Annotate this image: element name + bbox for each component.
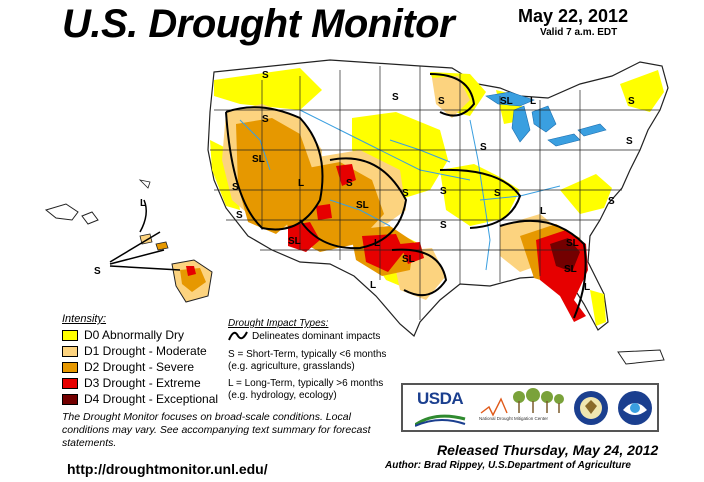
legend-label: D2 Drought - Severe [84, 360, 195, 374]
label-l: L [540, 206, 546, 217]
release-date: Released Thursday, May 24, 2012 [437, 442, 659, 458]
label-s: S [626, 136, 633, 147]
legend-item: D4 Drought - Exceptional [62, 392, 218, 406]
legend-swatch [62, 329, 78, 341]
label-s: S [628, 96, 635, 107]
impact-short-term: S = Short-Term, typically <6 months [228, 349, 387, 360]
label-s: S [346, 178, 353, 189]
legend-swatch [62, 361, 78, 373]
noaa-logo-icon [618, 391, 652, 425]
label-s: S [480, 142, 487, 153]
label-s: S [494, 188, 501, 199]
disclaimer-note: The Drought Monitor focuses on broad-sca… [62, 411, 371, 449]
legend-swatch [62, 393, 78, 405]
label-sl: SL [402, 254, 415, 265]
valid-time: Valid 7 a.m. EDT [540, 27, 618, 38]
label-sl: SL [252, 154, 265, 165]
ndmc-logo-text: National Drought Mitigation Center [479, 416, 549, 421]
great-lakes [485, 91, 607, 147]
label-sl: SL [500, 96, 513, 107]
label-s: S [438, 96, 445, 107]
label-s: S [262, 70, 269, 81]
author-credit: Author: Brad Rippey, U.S.Department of A… [385, 460, 631, 471]
puerto-rico [617, 349, 665, 365]
legend-label: D0 Abnormally Dry [84, 328, 185, 342]
label-sl: SL [566, 238, 579, 249]
label-l: L [298, 178, 304, 189]
label-s: S [262, 114, 269, 125]
label-sl: SL [564, 264, 577, 275]
label-sl: SL [356, 200, 369, 211]
label-s: S [440, 220, 447, 231]
legend-swatch [62, 345, 78, 357]
impact-line-icon [228, 331, 248, 341]
map-date: May 22, 2012 [518, 6, 629, 26]
legend-label: D1 Drought - Moderate [84, 344, 207, 358]
ndmc-logo [480, 388, 564, 417]
label-l: L [370, 280, 376, 291]
impact-types-title: Drought Impact Types: [228, 318, 329, 329]
page-title: U.S. Drought Monitor [62, 2, 455, 46]
legend-item: D1 Drought - Moderate [62, 344, 207, 358]
label-s: S [608, 196, 615, 207]
label-s: S [402, 188, 409, 199]
impact-lines [225, 73, 587, 319]
d4-regions [550, 238, 580, 272]
impact-long-term: L = Long-Term, typically >6 months [228, 378, 384, 389]
label-sl: SL [288, 236, 301, 247]
alaska [44, 179, 151, 225]
legend-item: D0 Abnormally Dry [62, 328, 184, 342]
impact-long-term-example: (e.g. hydrology, ecology) [228, 390, 337, 401]
hawaii [109, 199, 213, 303]
label-s: S [94, 266, 101, 277]
usda-logo-text: USDA [417, 389, 464, 408]
usda-field-icon [415, 414, 466, 427]
impact-short-term-example: (e.g. agriculture, grasslands) [228, 361, 355, 372]
impact-delineates: Delineates dominant impacts [252, 331, 381, 342]
usda-logo: USDA [413, 389, 466, 427]
legend-swatch [62, 377, 78, 389]
state-borders [210, 66, 660, 320]
label-s: S [440, 186, 447, 197]
label-l: L [374, 238, 380, 249]
label-s: S [232, 182, 239, 193]
doc-seal-icon [574, 391, 608, 425]
website-link[interactable]: http://droughtmonitor.unl.edu/ [67, 461, 268, 477]
label-l: L [530, 96, 536, 107]
label-s: S [392, 92, 399, 103]
legend-label: D3 Drought - Extreme [84, 376, 201, 390]
legend-title: Intensity: [62, 313, 107, 325]
partner-logos: USDA National Drought Mitigation Center [401, 383, 659, 432]
label-l: L [584, 282, 590, 293]
impact-labels: S S S SL L S SL S S L S SL SL S S L SL L… [94, 70, 635, 293]
label-l: L [140, 198, 146, 209]
legend-label: D4 Drought - Exceptional [84, 392, 219, 406]
legend-item: D2 Drought - Severe [62, 360, 194, 374]
legend-item: D3 Drought - Extreme [62, 376, 201, 390]
label-s: S [236, 210, 243, 221]
